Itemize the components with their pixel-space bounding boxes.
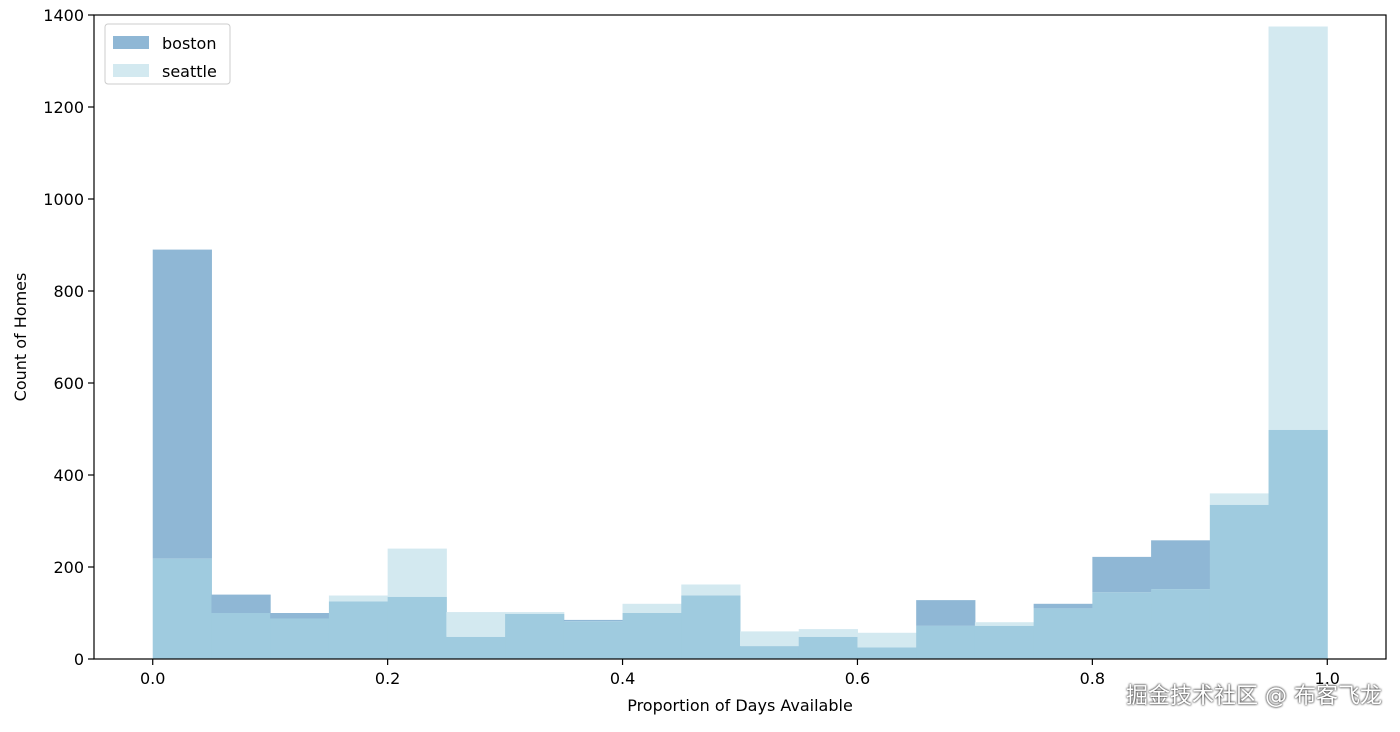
x-tick-label-5: 1.0	[1315, 669, 1340, 688]
y-tick-label-6: 1200	[43, 98, 84, 117]
bar-overlap-1	[211, 613, 271, 659]
bar-seattle-14	[974, 622, 1035, 626]
legend-swatch-seattle	[113, 64, 149, 77]
bar-seattle-5	[446, 612, 506, 637]
bar-boston-2	[270, 613, 330, 619]
bar-overlap-6	[505, 613, 565, 659]
y-tick-label-3: 600	[53, 374, 84, 393]
bar-overlap-16	[1092, 592, 1152, 659]
x-axis-label: Proportion of Days Available	[627, 696, 853, 715]
bar-overlap-10	[740, 646, 800, 659]
y-tick-label-1: 200	[53, 558, 84, 577]
bar-overlap-0	[152, 558, 212, 659]
bar-overlap-13	[916, 625, 976, 659]
bar-overlap-17	[1151, 589, 1211, 659]
bar-overlap-2	[270, 618, 330, 659]
bar-overlap-15	[1033, 608, 1093, 659]
axes-layer: 0.0 0.2 0.4 0.6 0.8 1.0 0 200 400 600 800 1000 1200 1…	[11, 6, 1387, 715]
bar-overlap-7	[563, 621, 624, 659]
x-tick-label-3: 0.6	[845, 669, 870, 688]
bar-seattle-12	[857, 632, 917, 648]
bar-overlap-5	[446, 636, 506, 659]
legend-label-boston: boston	[162, 34, 216, 53]
legend-label-seattle: seattle	[162, 62, 217, 81]
bar-overlap-12	[857, 647, 917, 659]
bar-seattle-10	[740, 631, 800, 647]
y-tick-label-0: 0	[74, 650, 84, 669]
plot-frame	[93, 14, 1387, 660]
bar-overlap-9	[681, 595, 741, 659]
bar-seattle-3	[328, 595, 389, 602]
bar-seattle-11	[798, 629, 858, 637]
bar-boston-15	[1033, 603, 1093, 609]
x-tick-label-1: 0.2	[375, 669, 400, 688]
y-tick-label-4: 800	[53, 282, 84, 301]
y-tick-label-2: 400	[53, 466, 84, 485]
bar-overlap-3	[328, 601, 389, 659]
x-tick-label-2: 0.4	[610, 669, 635, 688]
bar-overlap-18	[1209, 504, 1270, 659]
legend: boston seattle	[104, 23, 231, 85]
bar-boston-13	[916, 600, 976, 626]
legend-swatch-boston	[113, 36, 149, 49]
bar-overlap-4	[387, 596, 447, 659]
bar-overlap-14	[974, 625, 1035, 659]
bar-boston-1	[211, 594, 271, 613]
bar-overlap-8	[622, 613, 682, 659]
x-tick-label-4: 0.8	[1080, 669, 1105, 688]
bar-overlap-11	[798, 636, 858, 659]
y-tick-label-5: 1000	[43, 190, 84, 209]
bar-seattle-18	[1209, 493, 1270, 505]
bar-boston-17	[1151, 540, 1211, 590]
x-tick-label-0: 0.0	[140, 669, 165, 688]
bar-seattle-8	[622, 603, 682, 613]
bars-layer	[152, 26, 1328, 659]
bar-seattle-19	[1268, 26, 1328, 430]
bar-overlap-19	[1268, 429, 1328, 659]
bar-boston-0	[152, 249, 212, 559]
bar-seattle-6	[505, 612, 565, 614]
y-axis-label: Count of Homes	[11, 273, 30, 402]
bar-boston-7	[563, 619, 624, 622]
bar-seattle-9	[681, 584, 741, 596]
y-tick-label-7: 1400	[43, 6, 84, 25]
bar-seattle-4	[387, 548, 447, 597]
bar-boston-16	[1092, 556, 1152, 593]
